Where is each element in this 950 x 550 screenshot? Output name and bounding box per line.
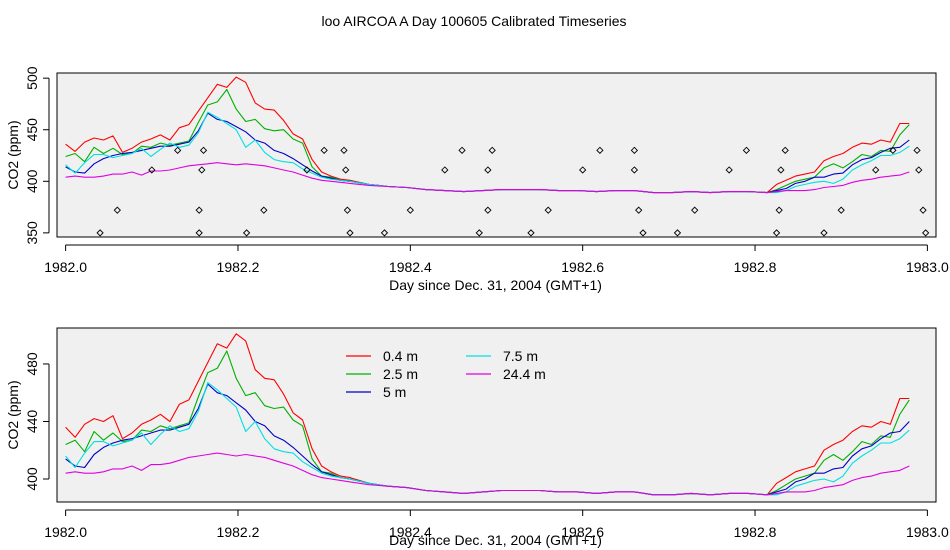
diamond-marker — [458, 146, 466, 154]
x-tick-label: 1982.0 — [44, 259, 87, 275]
diamond-marker — [913, 146, 921, 154]
x-axis-label: Day since Dec. 31, 2004 (GMT+1) — [389, 277, 602, 293]
diamond-marker — [635, 206, 643, 214]
plot-frame — [56, 327, 937, 503]
diamond-marker — [148, 166, 156, 174]
series-line-24-4-m — [65, 162, 910, 194]
y-axis-label: CO2 (ppm) — [5, 120, 21, 189]
marker-group — [96, 146, 930, 237]
diamond-marker — [527, 229, 535, 237]
diamond-marker — [488, 146, 496, 154]
x-tick-label: 1982.6 — [561, 524, 604, 540]
diamond-marker — [242, 229, 251, 237]
x-tick-label: 1982.6 — [561, 259, 604, 275]
diamond-marker — [174, 146, 182, 154]
diamond-marker — [579, 166, 587, 174]
diamond-marker — [630, 166, 639, 174]
bottom-panel: 1982.0 1982.2 1982.4 1982.6 1982.8 1983.0 Day … — [5, 327, 949, 548]
diamond-marker — [673, 229, 682, 237]
diamond-marker — [320, 146, 328, 154]
diamond-marker — [781, 146, 789, 154]
series-line-24-4-m — [65, 452, 910, 496]
diamond-marker — [406, 206, 414, 214]
diamond-marker — [199, 146, 208, 154]
diamond-marker — [775, 206, 783, 214]
diamond-marker — [919, 206, 927, 214]
legend-label: 0.4 m — [383, 348, 418, 364]
plot-frame — [56, 72, 937, 238]
x-tick-label: 1982.4 — [389, 259, 432, 275]
x-tick-label: 1982.8 — [734, 259, 777, 275]
diamond-marker — [303, 166, 311, 174]
diamond-marker — [777, 166, 785, 174]
legend-label: 5 m — [383, 384, 406, 400]
diamond-marker — [484, 166, 492, 174]
legend-label: 24.4 m — [503, 366, 546, 382]
series-group — [65, 333, 910, 496]
plot-area — [57, 73, 936, 237]
diamond-marker — [113, 206, 121, 214]
legend: 0.4 m 2.5 m 5 m 7.5 m 24.4 m — [346, 348, 546, 400]
diamond-marker — [342, 166, 350, 174]
series-group — [65, 76, 910, 194]
legend-label: 2.5 m — [383, 366, 418, 382]
diamond-marker — [475, 229, 483, 237]
x-tick-label: 1983.0 — [906, 524, 949, 540]
diamond-marker — [195, 229, 203, 237]
x-tick-label: 1982.2 — [217, 259, 260, 275]
top-panel: 1982.0 1982.2 1982.4 1982.6 1982.8 1983.0 Day … — [5, 66, 949, 293]
diamond-marker — [742, 146, 751, 154]
diamond-marker — [343, 206, 352, 214]
x-tick-label: 1983.0 — [906, 259, 949, 275]
diamond-marker — [96, 229, 104, 237]
diamond-marker — [380, 229, 389, 237]
diamond-marker — [596, 146, 604, 154]
y-tick-label: 440 — [24, 410, 40, 434]
diamond-marker — [198, 166, 206, 174]
diamond-marker — [346, 229, 354, 237]
diamond-marker — [725, 166, 733, 174]
figure-title: loo AIRCOA A Day 100605 Calibrated Times… — [321, 13, 626, 29]
x-tick-label: 1982.4 — [389, 524, 432, 540]
diamond-marker — [691, 206, 699, 214]
diamond-marker — [340, 146, 348, 154]
diamond-marker — [772, 229, 781, 237]
diamond-marker — [639, 229, 647, 237]
y-tick-label: 480 — [24, 352, 40, 376]
y-tick-label: 400 — [24, 169, 40, 193]
diamond-marker — [484, 206, 492, 214]
x-tick-label: 1982.8 — [734, 524, 777, 540]
diamond-marker — [915, 166, 923, 174]
plot-area — [57, 328, 936, 502]
diamond-marker — [922, 229, 930, 237]
diamond-marker — [630, 146, 639, 154]
diamond-marker — [441, 166, 449, 174]
diamond-marker — [889, 146, 897, 154]
y-tick-label: 500 — [24, 66, 40, 90]
diamond-marker — [837, 206, 845, 214]
diamond-marker — [260, 206, 268, 214]
diamond-marker — [195, 206, 203, 214]
x-tick-label: 1982.2 — [217, 524, 260, 540]
diamond-marker — [872, 166, 880, 174]
x-tick-label: 1982.0 — [44, 524, 87, 540]
y-tick-label: 350 — [24, 221, 40, 245]
diamond-marker — [820, 229, 828, 237]
y-tick-label: 450 — [24, 118, 40, 142]
diamond-marker — [544, 206, 552, 214]
x-axis-label: Day since Dec. 31, 2004 (GMT+1) — [389, 532, 602, 548]
legend-label: 7.5 m — [503, 348, 538, 364]
y-axis-label: CO2 (ppm) — [5, 380, 21, 449]
y-tick-label: 400 — [24, 467, 40, 491]
